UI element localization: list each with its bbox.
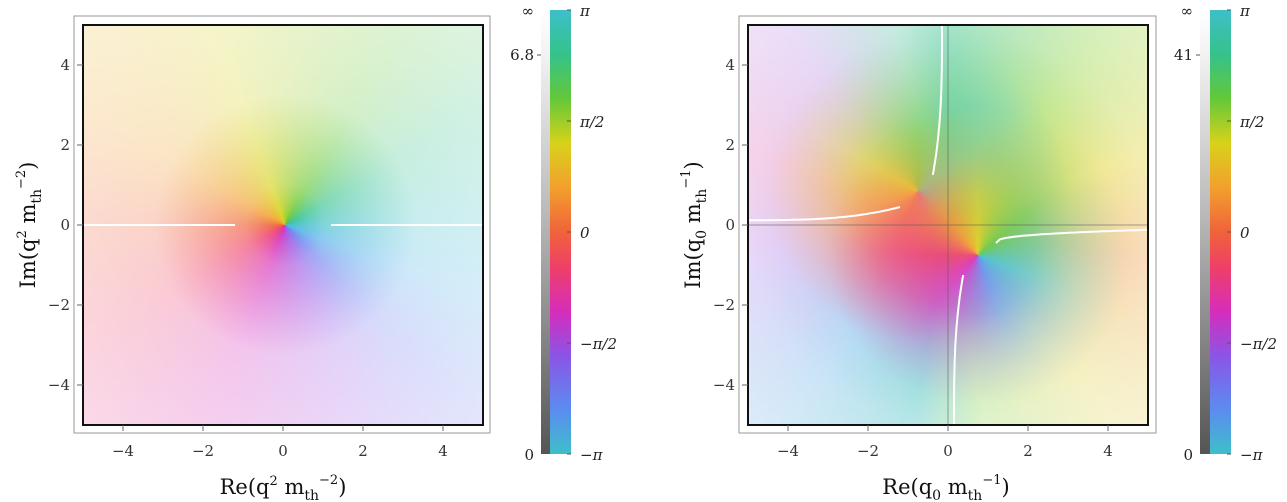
phase-tick-label: −π/2 xyxy=(580,335,617,353)
right-phase-bar xyxy=(1210,10,1231,454)
y-tick-label: −4 xyxy=(48,376,70,394)
phase-tick-label: 0 xyxy=(580,224,590,242)
magnitude-tick-label: 0 xyxy=(1183,446,1193,464)
left-domain-coloring xyxy=(83,25,483,425)
right-zero-axes xyxy=(748,25,1148,425)
right-outer-frame xyxy=(738,15,1157,434)
left-phase-bar xyxy=(550,10,571,454)
phase-tick-label: −π xyxy=(580,446,604,464)
left-colorbar-ticks: π π/2 0 −π/2 −π ∞ 6.8 0 xyxy=(510,2,617,464)
x-tick-label: 4 xyxy=(438,442,448,460)
phase-tick-label: π xyxy=(1239,2,1251,20)
left-outer-frame xyxy=(73,15,491,434)
branch-cut xyxy=(931,25,943,176)
y-tick-label: 4 xyxy=(725,56,735,74)
phase-tick-label: 0 xyxy=(1240,224,1250,242)
y-tick-label: −2 xyxy=(48,296,70,314)
branch-cut xyxy=(953,274,965,425)
phase-tick-label: π xyxy=(579,2,591,20)
magnitude-tick-label: 6.8 xyxy=(510,46,534,64)
right-phase-plot: −4 −2 0 2 4 −4 −2 0 2 4 Re(q0 mth−1) Im(q0 mth−1) xyxy=(679,15,1157,502)
left-ticks: −4 −2 0 2 4 −4 −2 0 2 4 xyxy=(48,56,448,460)
y-tick-label: 0 xyxy=(60,216,70,234)
y-tick-label: 2 xyxy=(725,136,735,154)
right-colorbar-ticks: π π/2 0 −π/2 −π ∞ 41 0 xyxy=(1174,2,1277,464)
left-magnitude-bar xyxy=(541,10,550,454)
right-ticks: −4 −2 0 2 4 −4 −2 0 2 4 xyxy=(713,56,1113,460)
right-magnitude-bar xyxy=(1200,10,1210,454)
right-colorbar: π π/2 0 −π/2 −π ∞ 41 0 xyxy=(1174,2,1277,464)
branch-cut xyxy=(748,206,901,222)
magnitude-tick-label: ∞ xyxy=(1181,2,1194,20)
x-tick-label: −4 xyxy=(112,442,134,460)
x-tick-label: 2 xyxy=(358,442,368,460)
y-tick-label: 4 xyxy=(60,56,70,74)
phase-tick-label: π/2 xyxy=(579,113,604,131)
magnitude-tick-label: 41 xyxy=(1174,46,1193,64)
phase-tick-label: −π/2 xyxy=(1240,335,1277,353)
y-tick-label: −4 xyxy=(713,376,735,394)
y-tick-label: −2 xyxy=(713,296,735,314)
left-x-axis-label: Re(q2 mth−2) xyxy=(220,473,347,502)
right-y-axis-label: Im(q0 mth−1) xyxy=(679,161,710,288)
x-tick-label: 0 xyxy=(278,442,288,460)
branch-cut xyxy=(995,228,1149,244)
y-tick-label: 0 xyxy=(725,216,735,234)
x-tick-label: 4 xyxy=(1103,442,1113,460)
left-phase-plot: −4 −2 0 2 4 −4 −2 0 2 4 Re(q2 mth−2) Im(q2 mth−2) xyxy=(14,15,491,502)
x-tick-label: 2 xyxy=(1023,442,1033,460)
x-tick-label: 0 xyxy=(943,442,953,460)
phase-tick-label: −π xyxy=(1240,446,1264,464)
x-tick-label: −2 xyxy=(192,442,214,460)
magnitude-tick-label: 0 xyxy=(524,446,534,464)
x-tick-label: −2 xyxy=(857,442,879,460)
phase-tick-label: π/2 xyxy=(1239,113,1264,131)
right-x-axis-label: Re(q0 mth−1) xyxy=(882,473,1009,502)
y-tick-label: 2 xyxy=(60,136,70,154)
left-y-axis-label: Im(q2 mth−2) xyxy=(14,162,45,289)
right-branch-cuts xyxy=(748,25,1149,425)
left-colorbar: π π/2 0 −π/2 −π ∞ 6.8 0 xyxy=(510,2,617,464)
magnitude-tick-label: ∞ xyxy=(522,2,535,20)
x-tick-label: −4 xyxy=(777,442,799,460)
